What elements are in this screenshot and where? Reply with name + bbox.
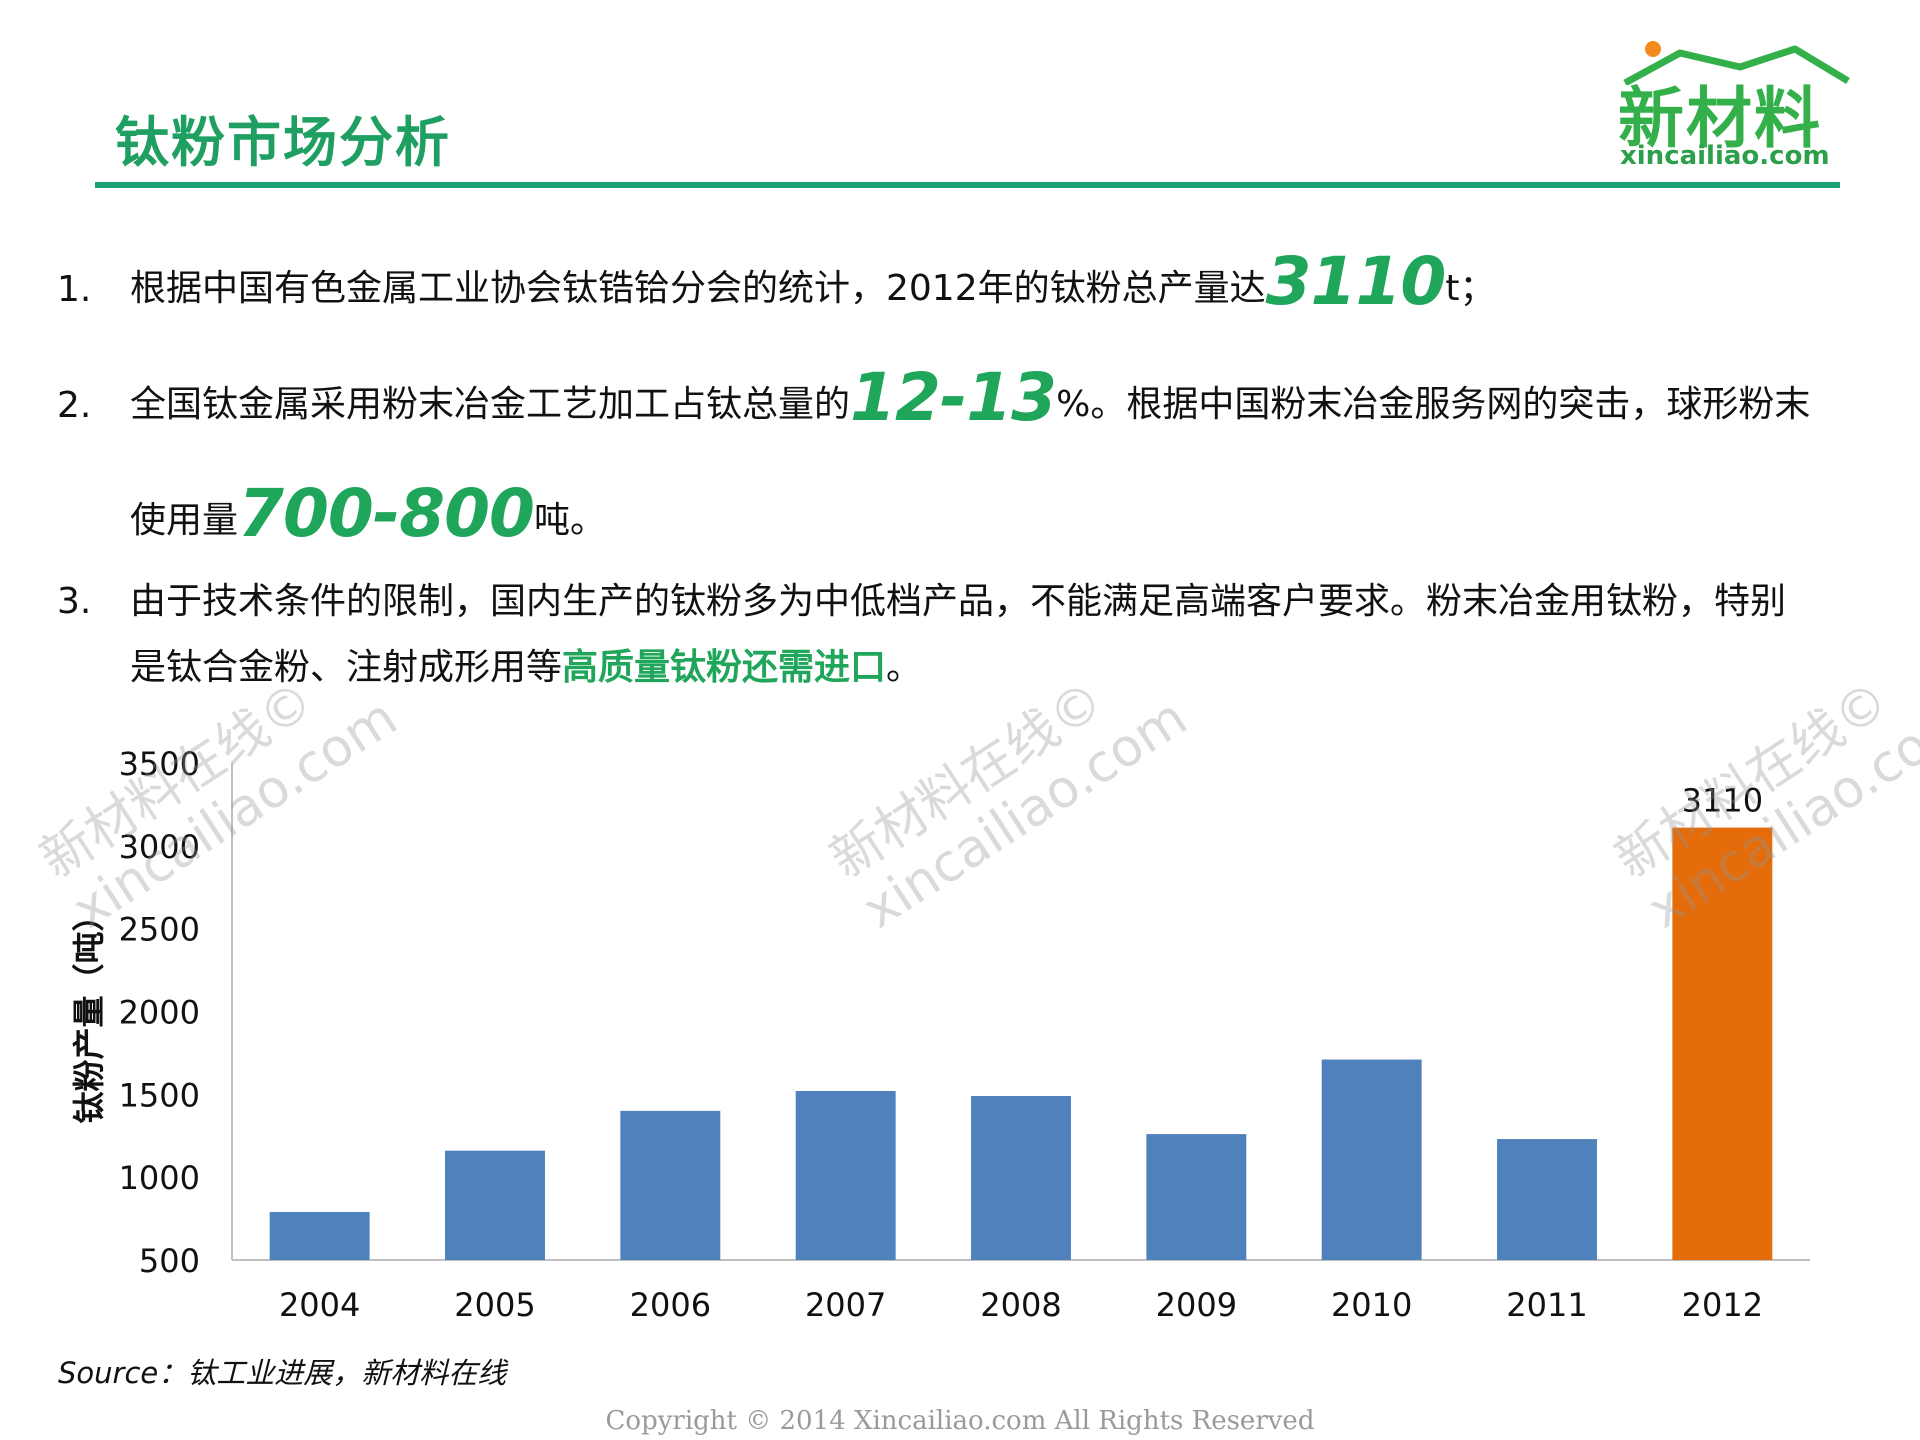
bar-2011 [1497,1139,1597,1260]
y-tick-label: 1500 [119,1076,200,1114]
roof-icon [1623,45,1850,85]
x-tick-label-2010: 2010 [1331,1286,1412,1324]
y-tick-label: 1000 [119,1159,200,1197]
x-tick-label-2007: 2007 [805,1286,886,1324]
bullet-1-text: 根据中国有色金属工业协会钛锆铪分会的统计，2012年的钛粉总产量达3110t； [130,249,1496,315]
bullet-3-number: 3. [57,581,92,622]
y-axis: 500 1000 1500 2000 2500 3000 3500 钛粉产量（吨） [70,745,233,1280]
title-divider [95,182,1840,188]
bar-2006 [620,1110,721,1260]
y-tick-label: 3500 [119,745,200,783]
logo-dot-icon [1645,41,1661,57]
bullet-2-line2: 使用量700-800吨。 [130,481,606,547]
source-note: Source：钛工业进展，新材料在线 [58,1356,507,1390]
bullet-3-line2-pre: 是钛合金粉、注射成形用等 [130,647,563,688]
bullet-1-post: t； [1445,268,1496,309]
x-axis: 2004 2005 2006 2007 2008 2009 2010 2011 2012 [232,1259,1810,1324]
bullet-2-line2-post: 吨。 [533,500,606,541]
bar-2010 [1321,1059,1422,1260]
y-tick-label: 3000 [119,828,200,866]
brand-logo: 新材料 xincailiao.com [1600,35,1850,175]
bullet-3-line1: 由于技术条件的限制，国内生产的钛粉多为中低档产品，不能满足高端客户要求。粉末冶金… [130,581,1787,622]
data-label-2012: 3110 [1682,782,1763,820]
bullet-3-line2: 是钛合金粉、注射成形用等高质量钛粉还需进口。 [130,644,922,692]
y-tick-label: 2500 [119,911,200,949]
x-tick-label-2004: 2004 [279,1286,360,1324]
data-labels: 3110 [1682,782,1763,820]
bar-2004 [269,1211,370,1260]
copyright-text: Copyright © 2014 Xincailiao.com All Righ… [605,1406,1315,1436]
page-title: 钛粉市场分析 [115,111,451,174]
bar-2008 [971,1095,1071,1260]
bullet-1-number: 1. [57,269,92,310]
bullet-3-line2-post: 。 [886,647,923,688]
y-tick-label: 2000 [119,994,200,1032]
bar-2012 [1672,827,1773,1260]
bars [269,827,1773,1260]
bullet-3-line2-highlight: 高质量钛粉还需进口 [562,647,887,688]
y-axis-title: 钛粉产量（吨） [70,899,108,1123]
logo-url: xincailiao.com [1620,141,1830,171]
logo-text: 新材料 [1618,80,1822,157]
bullet-2-post: %。根据中国粉末冶金服务网的突击，球形粉末 [1056,384,1811,425]
bullet-1-pre: 根据中国有色金属工业协会钛锆铪分会的统计，2012年的钛粉总产量达 [130,268,1266,309]
bar-2007 [795,1091,896,1260]
bar-2009 [1146,1134,1247,1260]
bullet-2-line2-highlight: 700-800 [238,475,535,552]
x-tick-label-2008: 2008 [980,1286,1061,1324]
x-tick-label-2005: 2005 [454,1286,535,1324]
x-tick-label-2009: 2009 [1156,1286,1237,1324]
bullet-2-pre: 全国钛金属采用粉末冶金工艺加工占钛总量的 [130,384,851,425]
bullet-2-number: 2. [57,385,92,426]
bullet-2-line2-pre: 使用量 [130,500,239,541]
bullet-1-highlight: 3110 [1265,243,1447,320]
x-tick-label-2012: 2012 [1682,1286,1763,1324]
bullet-2-highlight: 12-13 [850,359,1057,436]
bar-2005 [445,1150,545,1260]
y-tick-label: 500 [139,1242,200,1280]
x-tick-label-2006: 2006 [630,1286,711,1324]
x-tick-label-2011: 2011 [1506,1286,1587,1324]
bullet-2-text: 全国钛金属采用粉末冶金工艺加工占钛总量的12-13%。根据中国粉末冶金服务网的突… [130,365,1811,431]
